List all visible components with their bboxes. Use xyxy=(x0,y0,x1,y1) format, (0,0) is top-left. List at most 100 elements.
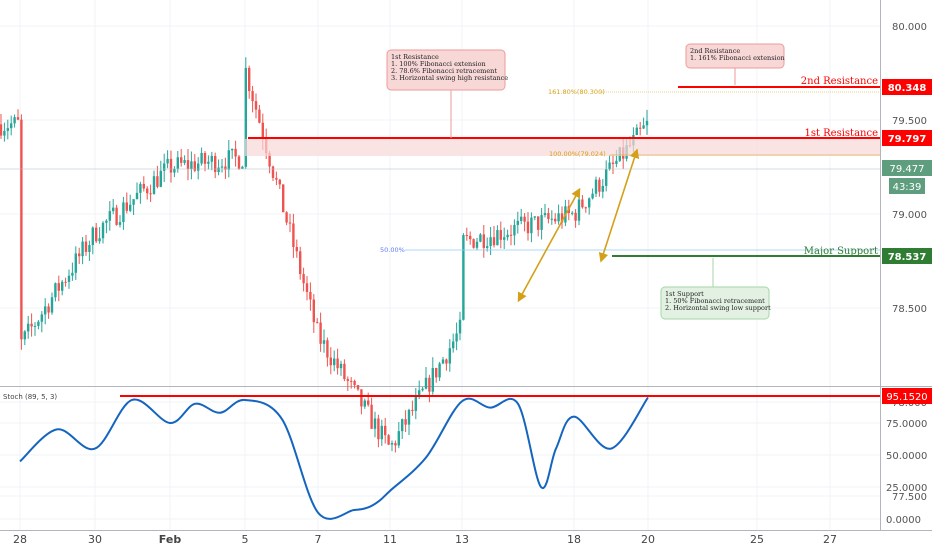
candle xyxy=(122,202,124,222)
level-price: 80.348 xyxy=(888,83,927,94)
candle xyxy=(221,166,223,167)
candle xyxy=(493,237,495,245)
candle xyxy=(442,359,444,363)
candle xyxy=(530,218,532,234)
candle xyxy=(357,385,359,389)
candle xyxy=(452,341,454,348)
candle xyxy=(581,199,583,207)
candle xyxy=(78,253,80,256)
price-tick-label: 79.000 xyxy=(892,210,927,221)
candle xyxy=(163,163,165,170)
candle xyxy=(591,194,593,199)
candle xyxy=(438,363,440,377)
candle xyxy=(207,162,209,164)
candle xyxy=(105,221,107,223)
candle xyxy=(136,193,138,199)
candle xyxy=(370,405,372,429)
time-tick-label: 28 xyxy=(13,533,27,546)
time-tick-label: 30 xyxy=(88,533,102,546)
candle xyxy=(200,153,202,164)
fib-label-161: 161.80%(80.300) xyxy=(548,88,605,96)
candle xyxy=(285,212,287,222)
candle xyxy=(449,348,451,363)
candle xyxy=(34,326,36,327)
candle xyxy=(347,379,349,381)
candle xyxy=(377,418,379,439)
time-tick-label: 11 xyxy=(383,533,397,546)
candle xyxy=(323,340,325,344)
candle xyxy=(204,153,206,164)
candle xyxy=(272,166,274,177)
candle xyxy=(483,234,485,248)
candle xyxy=(282,184,284,212)
candle xyxy=(289,223,291,224)
candle xyxy=(3,131,5,136)
candle xyxy=(248,68,250,91)
candle xyxy=(506,235,508,237)
level-name: 1st Resistance xyxy=(804,128,878,139)
candle xyxy=(510,235,512,236)
candle xyxy=(251,91,253,101)
time-tick-label: 7 xyxy=(315,533,322,546)
candle xyxy=(132,199,134,205)
candle xyxy=(10,123,12,128)
time-tick-label: 27 xyxy=(823,533,837,546)
candle xyxy=(486,246,488,248)
candle xyxy=(109,211,111,221)
candle xyxy=(472,239,474,248)
candle xyxy=(578,199,580,220)
candle xyxy=(262,123,264,139)
time-tick-label: 18 xyxy=(567,533,581,546)
candle xyxy=(466,235,468,236)
candle xyxy=(234,149,236,157)
candle xyxy=(646,121,648,125)
candle xyxy=(102,223,104,238)
candle xyxy=(61,282,63,291)
candle xyxy=(425,378,427,389)
candle xyxy=(326,340,328,357)
candle xyxy=(126,202,128,210)
candle xyxy=(51,297,53,312)
candle xyxy=(319,323,321,344)
candle xyxy=(462,235,464,320)
stoch-tick-label: 50.0000 xyxy=(886,451,927,462)
candle xyxy=(642,125,644,128)
stoch-tick-label: 75.0000 xyxy=(886,419,927,430)
candle xyxy=(415,397,417,411)
candle xyxy=(557,213,559,221)
candle xyxy=(44,306,46,314)
candle xyxy=(517,221,519,225)
candle xyxy=(639,128,641,129)
candle xyxy=(112,208,114,212)
candle xyxy=(585,207,587,208)
current-price-value: 79.477 xyxy=(890,164,925,175)
candle xyxy=(238,156,240,168)
candle xyxy=(432,368,434,392)
candle xyxy=(75,253,77,272)
candle xyxy=(364,401,366,407)
candle xyxy=(479,234,481,241)
candle xyxy=(534,216,536,217)
candle xyxy=(180,157,182,163)
level-price: 79.797 xyxy=(888,134,927,145)
candle xyxy=(435,368,437,377)
candle xyxy=(190,161,192,169)
candle xyxy=(95,228,97,242)
candle xyxy=(353,381,355,385)
candle xyxy=(445,359,447,363)
candle xyxy=(404,419,406,424)
candle xyxy=(595,180,597,194)
candle xyxy=(387,435,389,444)
time-tick-label: 5 xyxy=(242,533,249,546)
candle xyxy=(615,161,617,164)
candle xyxy=(146,189,148,194)
stoch-line xyxy=(20,397,648,518)
stoch-tick-label: 25.0000 xyxy=(886,483,927,494)
candle xyxy=(469,236,471,239)
candle xyxy=(149,193,151,194)
candle xyxy=(571,213,573,214)
candle xyxy=(374,418,376,428)
